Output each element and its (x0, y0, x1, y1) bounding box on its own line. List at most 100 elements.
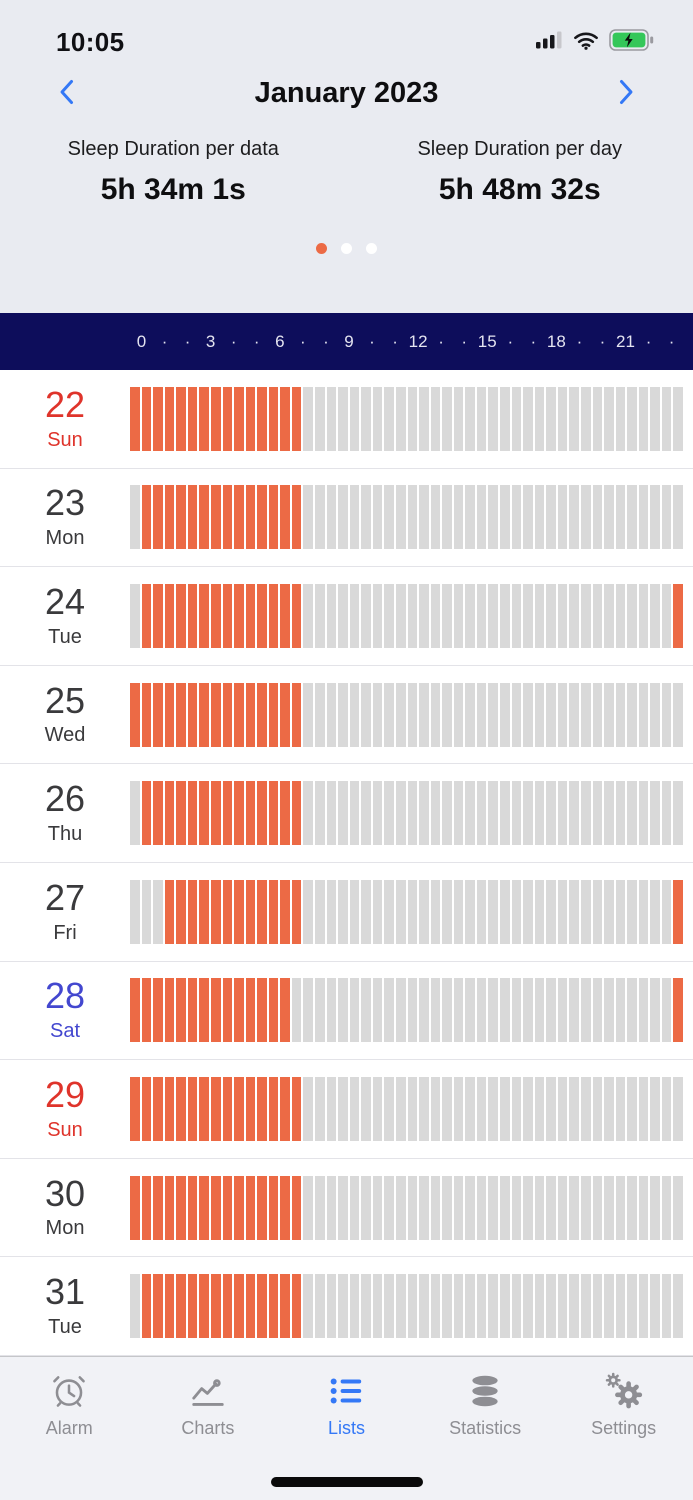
awake-segment (627, 781, 637, 846)
awake-segment (407, 485, 418, 550)
awake-segment (627, 1076, 637, 1141)
awake-segment (569, 781, 579, 846)
sleep-segment (176, 781, 186, 846)
awake-segment (476, 1175, 487, 1240)
day-row[interactable]: 24 Tue (0, 567, 693, 666)
alarm-icon (50, 1371, 88, 1411)
day-row[interactable]: 26 Thu (0, 764, 693, 863)
awake-segment (419, 781, 429, 846)
page-dot[interactable] (341, 243, 352, 254)
day-row[interactable]: 27 Fri (0, 863, 693, 962)
awake-segment (604, 781, 614, 846)
day-row[interactable]: 29 Sun (0, 1060, 693, 1159)
awake-segment (372, 682, 383, 747)
tab-settings[interactable]: Settings (554, 1371, 693, 1500)
awake-segment (338, 1274, 348, 1339)
awake-segment (534, 583, 545, 648)
axis-hour-label: 3 (205, 331, 216, 351)
awake-segment (580, 1175, 591, 1240)
awake-segment (419, 682, 429, 747)
sleep-segment (210, 682, 221, 747)
awake-segment (500, 1076, 510, 1141)
awake-segment (442, 978, 452, 1043)
awake-segment (372, 1076, 383, 1141)
awake-segment (315, 781, 325, 846)
tab-statistics[interactable]: Statistics (416, 1371, 555, 1500)
day-row[interactable]: 28 Sat (0, 962, 693, 1061)
next-month-button[interactable] (610, 74, 643, 113)
sleep-segment (141, 386, 152, 451)
previous-month-button[interactable] (50, 74, 83, 113)
awake-segment (627, 1175, 637, 1240)
sleep-segment (153, 978, 163, 1043)
awake-segment (442, 583, 452, 648)
awake-segment (604, 682, 614, 747)
awake-segment (592, 879, 603, 944)
sleep-segment (176, 583, 186, 648)
awake-segment (430, 978, 441, 1043)
day-row[interactable]: 22 Sun (0, 370, 693, 469)
awake-segment (627, 682, 637, 747)
tab-lists[interactable]: Lists (277, 1371, 416, 1500)
awake-segment (661, 978, 672, 1043)
day-row[interactable]: 31 Tue (0, 1257, 693, 1356)
awake-segment (303, 781, 313, 846)
sleep-segment (210, 1274, 221, 1339)
day-row[interactable]: 25 Wed (0, 666, 693, 765)
awake-segment (130, 583, 140, 648)
status-bar: 10:05 (0, 0, 693, 62)
sleep-bars (130, 781, 693, 846)
awake-segment (650, 682, 660, 747)
awake-segment (523, 583, 533, 648)
sleep-segment (164, 978, 175, 1043)
page-dots (0, 243, 693, 254)
awake-segment (650, 1175, 660, 1240)
sleep-segment (130, 1076, 140, 1141)
awake-segment (650, 386, 660, 451)
day-number: 22 (44, 383, 86, 425)
day-row[interactable]: 23 Mon (0, 469, 693, 568)
sleep-segment (291, 682, 302, 747)
awake-segment (419, 583, 429, 648)
awake-segment (557, 386, 568, 451)
sleep-segment (153, 485, 163, 550)
awake-segment (338, 1076, 348, 1141)
awake-segment (661, 781, 672, 846)
awake-segment (361, 386, 371, 451)
awake-segment (569, 1076, 579, 1141)
awake-segment (673, 682, 683, 747)
day-number: 23 (44, 482, 86, 524)
stat-label: Sleep Duration per data (67, 138, 279, 160)
sleep-segment (153, 781, 163, 846)
sleep-segment (199, 1175, 209, 1240)
awake-segment (534, 682, 545, 747)
sleep-segment (141, 781, 152, 846)
awake-segment (615, 879, 626, 944)
awake-segment (453, 682, 464, 747)
axis-hour-label: · (530, 331, 537, 351)
sleep-segment (199, 781, 209, 846)
page-dot[interactable] (366, 243, 377, 254)
tab-alarm[interactable]: Alarm (0, 1371, 139, 1500)
awake-segment (604, 1274, 614, 1339)
awake-segment (661, 583, 672, 648)
sleep-segment (280, 978, 290, 1043)
sleep-segment (280, 583, 290, 648)
weekday-label: Mon (45, 1217, 85, 1240)
awake-segment (615, 1274, 626, 1339)
sleep-segment (673, 583, 683, 648)
page-dot[interactable] (316, 243, 327, 254)
sleep-bars (130, 386, 693, 451)
awake-segment (661, 682, 672, 747)
sleep-segment (245, 1076, 256, 1141)
awake-segment (627, 583, 637, 648)
tab-charts[interactable]: Charts (139, 1371, 278, 1500)
home-indicator[interactable] (270, 1477, 423, 1487)
sleep-segment (141, 978, 152, 1043)
sleep-segment (176, 1274, 186, 1339)
sleep-segment (268, 485, 279, 550)
day-row[interactable]: 30 Mon (0, 1159, 693, 1258)
awake-segment (384, 1076, 394, 1141)
sleep-segment (245, 879, 256, 944)
